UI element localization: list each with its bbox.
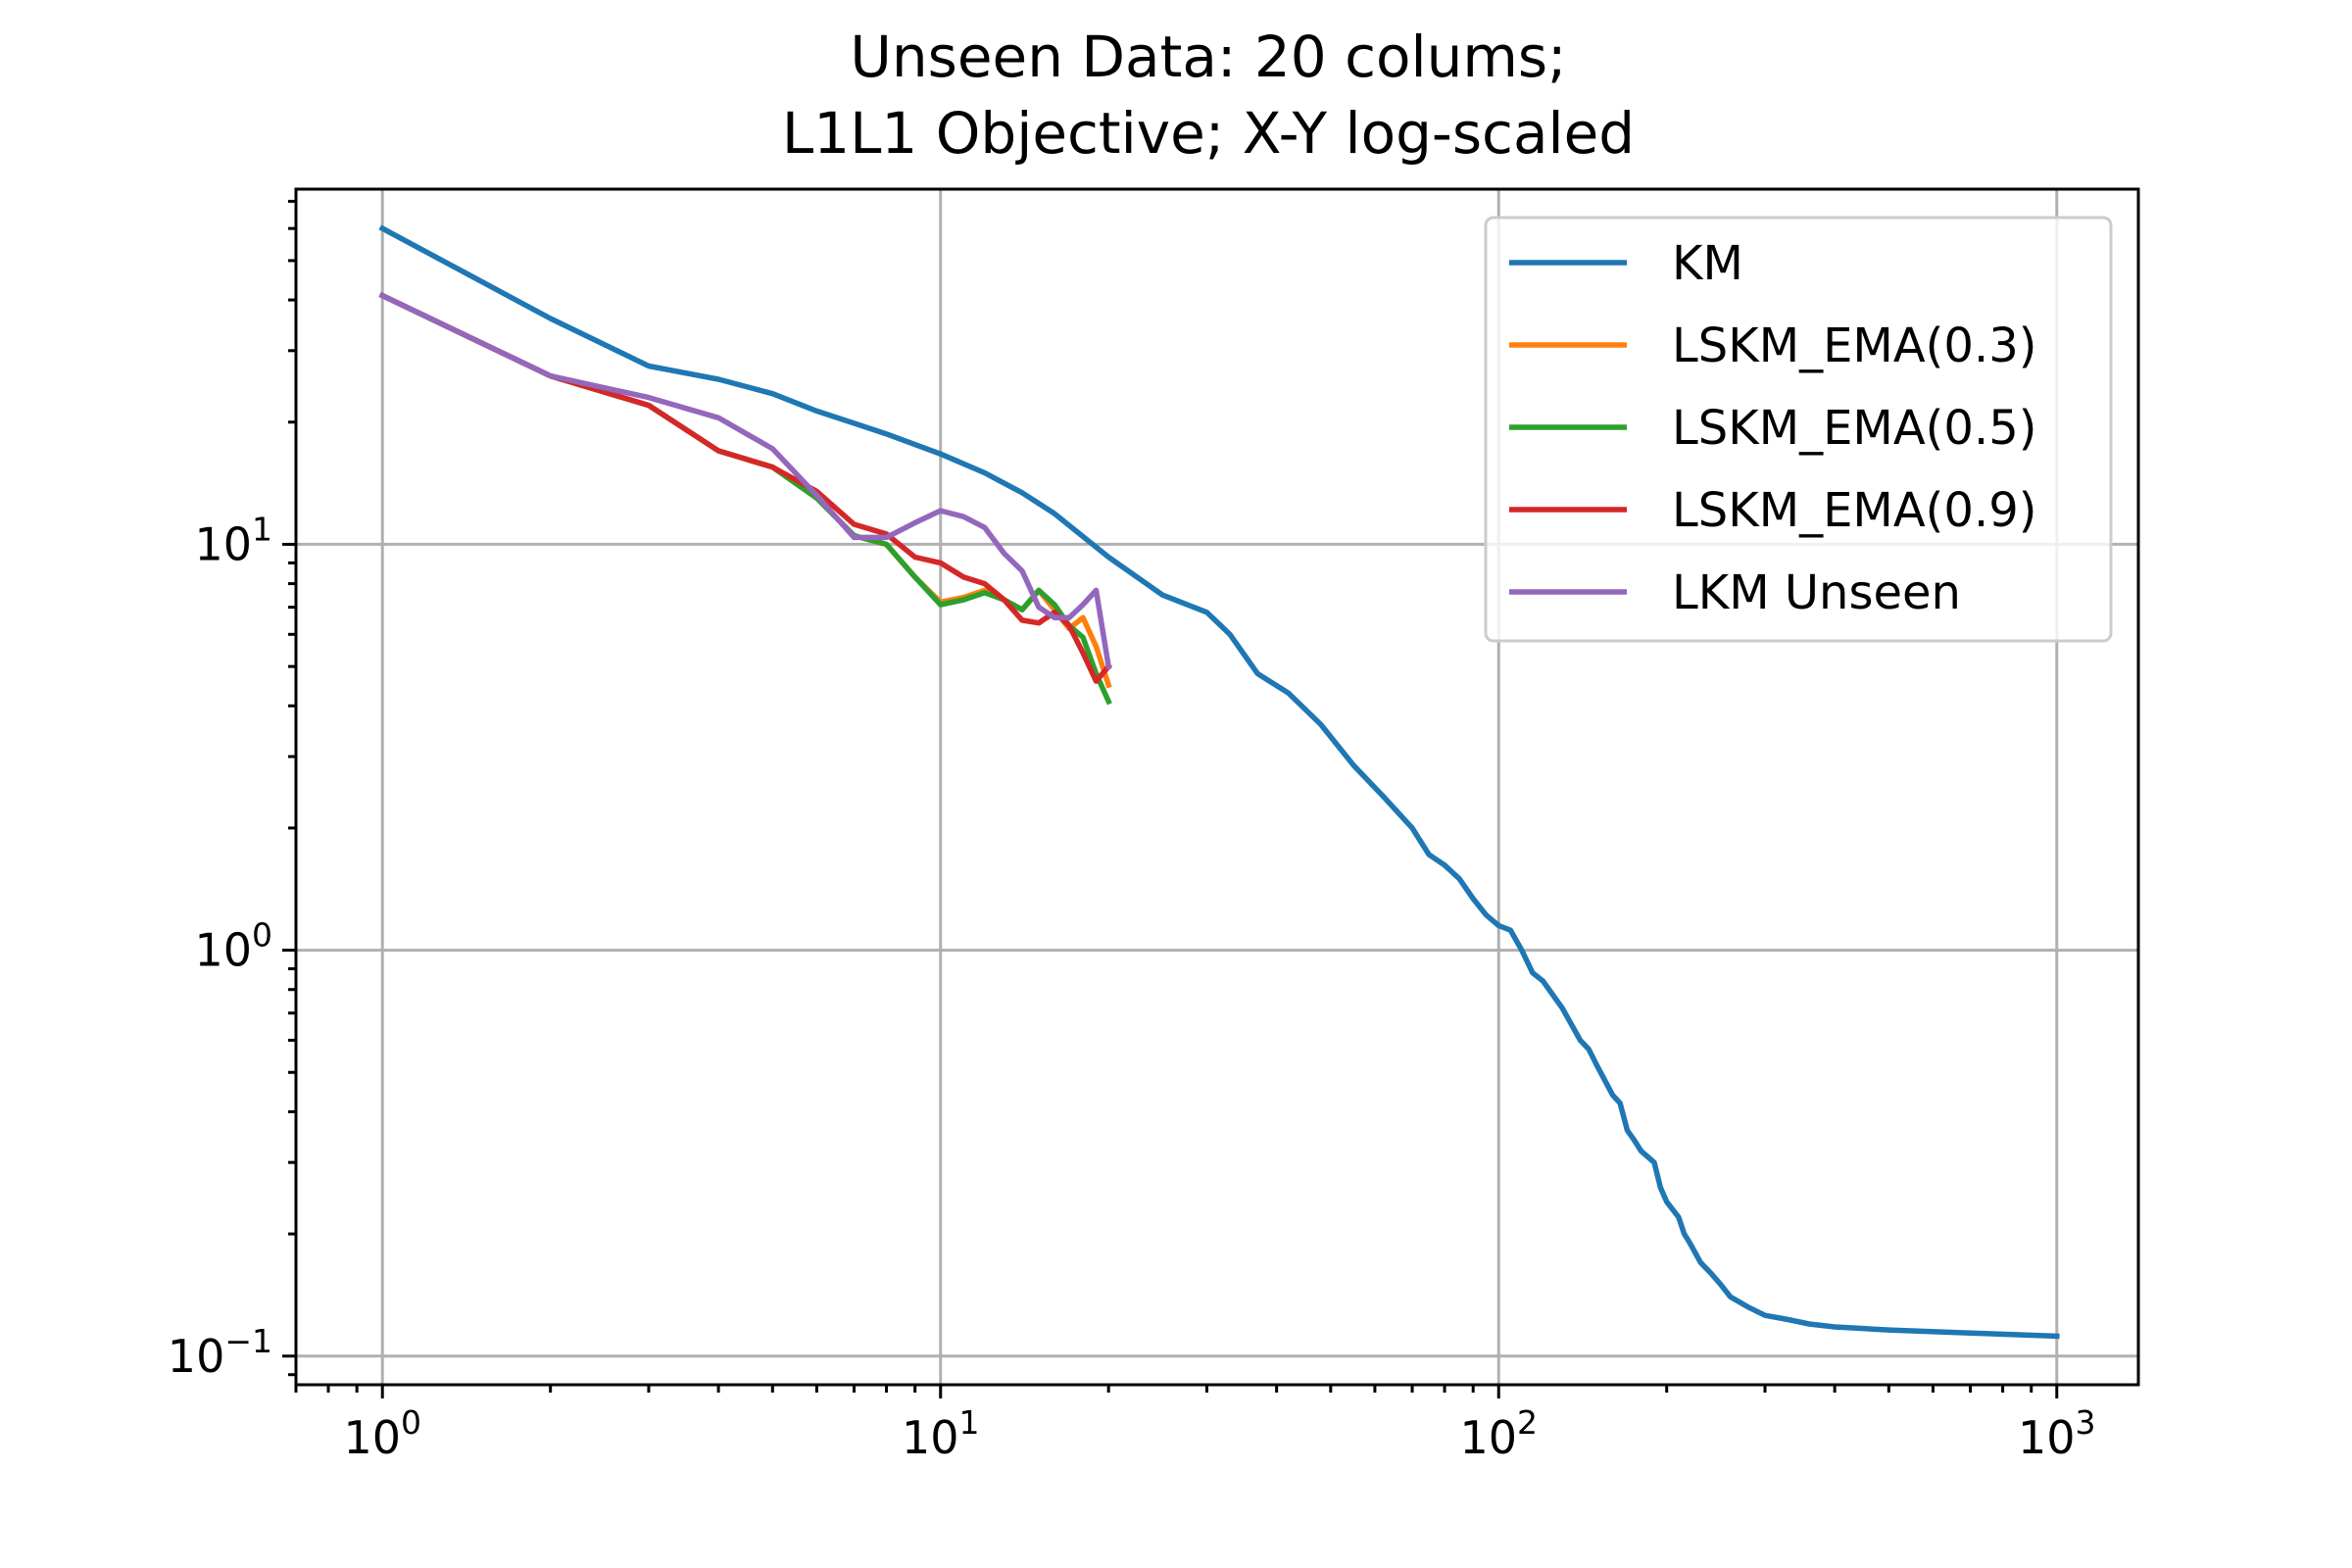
x-axis: 100 101 102 103 — [294, 1385, 2096, 1464]
x-tick-label-base: 10 — [343, 1411, 401, 1464]
x-tick-label: 100 — [343, 1403, 421, 1464]
series-line-0 — [378, 224, 2060, 1340]
x-tick-label-base: 10 — [1459, 1411, 1517, 1464]
y-tick-label: 101 — [194, 510, 272, 570]
plot-area — [378, 224, 2060, 1340]
y-tick-label-base: 10 — [194, 924, 252, 977]
legend: KM LSKM_EMA(0.3) LSKM_EMA(0.5) LSKM_EMA(0.9… — [1484, 216, 2113, 643]
x-tick-label-exponent: 0 — [401, 1403, 421, 1442]
legend-label-1: LSKM_EMA(0.3) — [1672, 318, 2036, 373]
series-line-3 — [378, 291, 1113, 684]
y-tick-label-exponent: 0 — [252, 916, 272, 955]
x-tick-label-exponent: 1 — [959, 1403, 980, 1442]
x-tick-label-base: 10 — [902, 1411, 959, 1464]
legend-label-3: LSKM_EMA(0.9) — [1672, 483, 2036, 538]
y-tick-label: 100 — [194, 916, 272, 977]
y-tick-label-exponent: 1 — [252, 510, 272, 548]
y-tick-label-base: 10 — [168, 1330, 225, 1383]
legend-label-4: LKM Unseen — [1672, 565, 1961, 620]
legend-label-0: KM — [1672, 236, 1743, 291]
y-tick-label-exponent: −1 — [224, 1322, 272, 1360]
x-tick-label: 102 — [1459, 1403, 1538, 1464]
x-tick-label-exponent: 2 — [1517, 1403, 1538, 1442]
x-tick-label-exponent: 3 — [2076, 1403, 2096, 1442]
y-tick-label-base: 10 — [194, 517, 252, 570]
legend-label-2: LSKM_EMA(0.5) — [1672, 401, 2036, 456]
x-tick-label: 103 — [2018, 1403, 2096, 1464]
axes-frame — [294, 187, 2140, 1387]
chart-title-line-2: L1L1 Objective; X-Y log-scaled — [782, 100, 1635, 167]
chart-title-line-1: Unseen Data: 20 colums; — [850, 24, 1566, 90]
x-tick-label: 101 — [902, 1403, 980, 1464]
series-line-4 — [378, 291, 1112, 670]
legend-box — [1484, 216, 2113, 643]
y-tick-label: 10−1 — [168, 1322, 272, 1383]
x-tick-label-base: 10 — [2018, 1411, 2076, 1464]
